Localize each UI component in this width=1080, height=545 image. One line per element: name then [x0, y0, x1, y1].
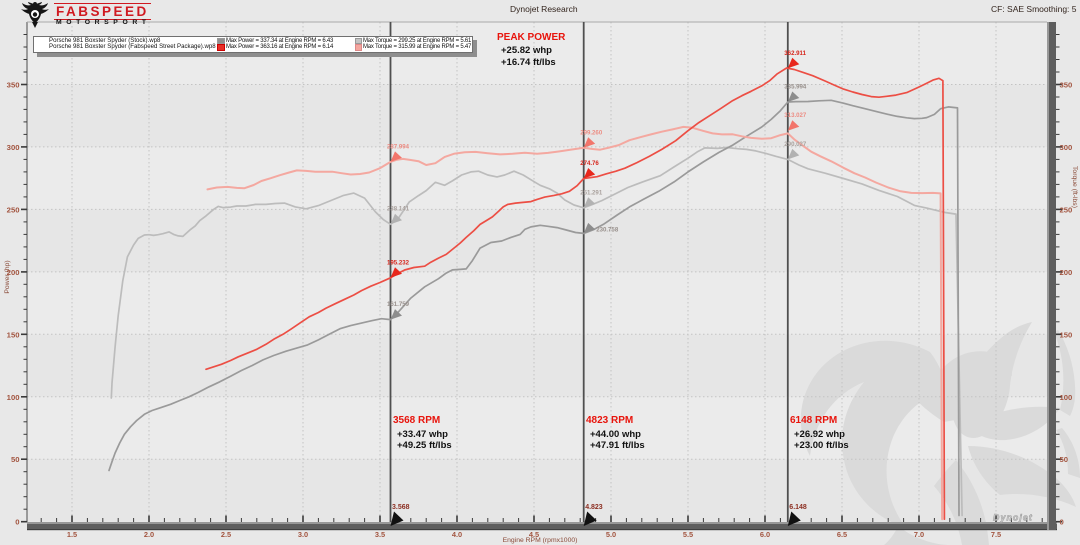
svg-text:6.5: 6.5 [837, 530, 847, 539]
svg-text:161.759: 161.759 [387, 301, 410, 308]
svg-text:1.5: 1.5 [67, 530, 77, 539]
svg-text:5.5: 5.5 [683, 530, 693, 539]
svg-text:150: 150 [1060, 330, 1073, 339]
svg-text:362.911: 362.911 [784, 50, 806, 57]
svg-text:299.260: 299.260 [580, 129, 603, 136]
svg-text:238.141: 238.141 [387, 206, 410, 213]
svg-text:50: 50 [11, 455, 20, 464]
svg-text:100: 100 [7, 393, 20, 402]
svg-text:50: 50 [1060, 455, 1069, 464]
svg-text:Engine RPM (rpmx1000): Engine RPM (rpmx1000) [503, 537, 578, 544]
svg-text:0: 0 [1060, 518, 1064, 527]
svg-text:300: 300 [7, 143, 20, 152]
svg-text:7.0: 7.0 [914, 530, 924, 539]
svg-text:290.027: 290.027 [784, 141, 807, 148]
svg-text:251.291: 251.291 [580, 189, 603, 196]
svg-text:200: 200 [1060, 268, 1073, 277]
svg-text:287.994: 287.994 [387, 143, 410, 150]
svg-text:0: 0 [15, 518, 19, 527]
svg-text:6.0: 6.0 [760, 530, 770, 539]
svg-text:200: 200 [7, 268, 20, 277]
svg-text:350: 350 [7, 81, 20, 90]
svg-text:2.5: 2.5 [221, 530, 231, 539]
svg-text:250: 250 [1060, 205, 1073, 214]
svg-text:100: 100 [1060, 393, 1073, 402]
svg-text:313.027: 313.027 [784, 112, 807, 119]
svg-text:350: 350 [1060, 81, 1073, 90]
svg-text:195.232: 195.232 [387, 259, 410, 266]
svg-text:5.0: 5.0 [606, 530, 616, 539]
svg-text:2.0: 2.0 [144, 530, 154, 539]
svg-text:4.5: 4.5 [529, 530, 539, 539]
svg-text:335.994: 335.994 [784, 84, 807, 91]
svg-text:6.148: 6.148 [789, 504, 807, 511]
svg-text:3.5: 3.5 [375, 530, 385, 539]
svg-text:4.823: 4.823 [585, 504, 603, 511]
svg-text:250: 250 [7, 205, 20, 214]
svg-text:3.568: 3.568 [392, 504, 410, 511]
svg-text:300: 300 [1060, 143, 1073, 152]
svg-text:230.758: 230.758 [596, 226, 619, 233]
svg-text:Power (hp): Power (hp) [4, 260, 11, 293]
svg-text:274.76: 274.76 [580, 160, 599, 167]
svg-text:Dynojet: Dynojet [993, 513, 1033, 523]
svg-text:4.0: 4.0 [452, 530, 462, 539]
svg-text:7.5: 7.5 [991, 530, 1001, 539]
svg-text:150: 150 [7, 330, 20, 339]
svg-text:3.0: 3.0 [298, 530, 308, 539]
svg-text:Torque (ft-lbs): Torque (ft-lbs) [1071, 166, 1078, 208]
